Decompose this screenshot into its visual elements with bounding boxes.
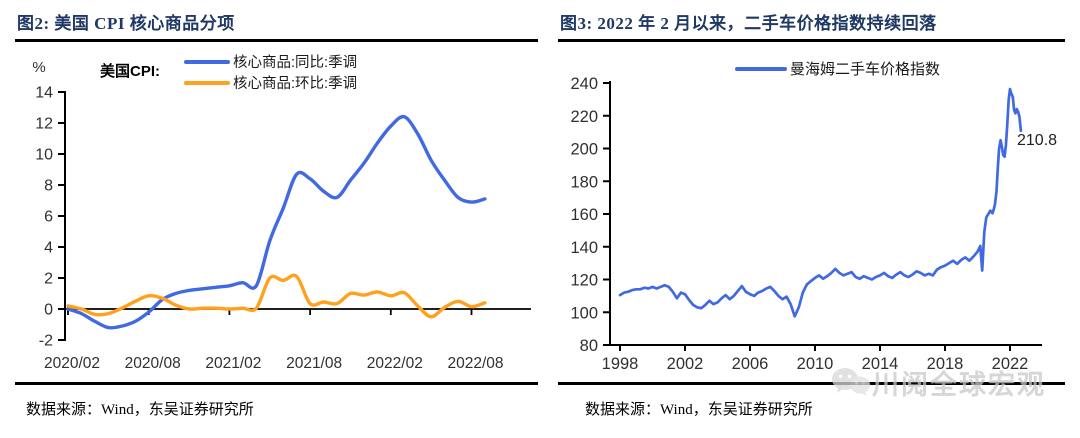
mom-line-swatch — [184, 80, 231, 85]
svg-text:%: % — [32, 59, 45, 76]
figure2-legend-prefix: 美国CPI: — [100, 63, 161, 80]
svg-text:160: 160 — [570, 206, 598, 224]
figure3-legend: 曼海姆二手车价格指数 — [735, 58, 940, 79]
svg-text:4: 4 — [44, 240, 53, 257]
svg-text:2014: 2014 — [862, 355, 899, 373]
legend-item-mom: 核心商品:环比:季调 — [184, 72, 357, 93]
svg-text:2021/02: 2021/02 — [205, 355, 261, 372]
cpi-core-goods-chart: 14 12 10 8 6 4 2 0 -2% 2020/02 2020/08 2021/02 2021/… — [32, 59, 531, 372]
yoy-line-swatch — [184, 59, 231, 64]
svg-text:-2: -2 — [39, 333, 53, 350]
figure2-title-rule — [15, 39, 538, 42]
figure2-source: 数据来源：Wind，东吴证券研究所 — [26, 402, 254, 418]
figure3-panel: 图3: 2022 年 2 月以来，二手车价格指数持续回落 曼海姆二手车价格指数 … — [558, 0, 1068, 438]
figure2-title: 图2: 美国 CPI 核心商品分项 — [17, 14, 235, 33]
watermark-text: 川阅全球宏观 — [872, 370, 1046, 400]
svg-text:200: 200 — [570, 141, 598, 159]
figure3-bottom-rule — [558, 382, 1065, 385]
wechat-icon — [832, 367, 870, 396]
svg-text:220: 220 — [570, 108, 598, 126]
svg-text:2002: 2002 — [667, 355, 704, 373]
svg-text:2: 2 — [44, 271, 53, 288]
figure2-panel: 图2: 美国 CPI 核心商品分项 美国CPI: 核心商品:同比:季调 核心商品… — [15, 0, 538, 438]
legend-label-manheim: 曼海姆二手车价格指数 — [790, 61, 941, 78]
figure3-title: 图3: 2022 年 2 月以来，二手车价格指数持续回落 — [560, 14, 937, 33]
svg-text:8: 8 — [44, 178, 53, 195]
svg-text:2020/02: 2020/02 — [44, 355, 100, 372]
svg-text:6: 6 — [44, 209, 53, 226]
watermark: 川阅全球宏观 — [830, 363, 1046, 402]
svg-text:2018: 2018 — [927, 355, 964, 373]
svg-text:1998: 1998 — [602, 355, 639, 373]
svg-text:2010: 2010 — [797, 355, 834, 373]
figure2-legend-rows: 核心商品:同比:季调 核心商品:环比:季调 — [184, 51, 357, 93]
figure3-source: 数据来源：Wind，东吴证券研究所 — [585, 402, 813, 418]
svg-text:140: 140 — [570, 239, 598, 257]
last-value-label: 210.8 — [1017, 132, 1058, 149]
svg-text:14: 14 — [35, 85, 53, 102]
svg-text:2020/08: 2020/08 — [125, 355, 181, 372]
svg-text:120: 120 — [570, 272, 598, 290]
legend-label-yoy: 核心商品:同比:季调 — [233, 55, 358, 71]
figure3-title-rule — [558, 39, 1065, 42]
svg-text:100: 100 — [570, 304, 598, 322]
svg-text:80: 80 — [580, 337, 598, 355]
svg-text:0: 0 — [44, 302, 53, 319]
svg-text:2006: 2006 — [732, 355, 769, 373]
legend-label-mom: 核心商品:环比:季调 — [233, 76, 358, 92]
legend-item-yoy: 核心商品:同比:季调 — [184, 51, 357, 72]
svg-text:2022/08: 2022/08 — [447, 355, 503, 372]
manheim-line-swatch — [735, 66, 787, 71]
svg-text:12: 12 — [35, 116, 53, 133]
figure2-bottom-rule — [15, 382, 538, 385]
svg-text:2021/08: 2021/08 — [286, 355, 342, 372]
figure2-legend: 美国CPI: 核心商品:同比:季调 核心商品:环比:季调 — [100, 51, 357, 93]
svg-text:10: 10 — [35, 147, 53, 164]
svg-text:2022/02: 2022/02 — [367, 355, 423, 372]
svg-text:2022: 2022 — [992, 355, 1029, 373]
svg-text:240: 240 — [570, 75, 598, 93]
legend-item-manheim: 曼海姆二手车价格指数 — [735, 58, 940, 79]
svg-text:180: 180 — [570, 173, 598, 191]
